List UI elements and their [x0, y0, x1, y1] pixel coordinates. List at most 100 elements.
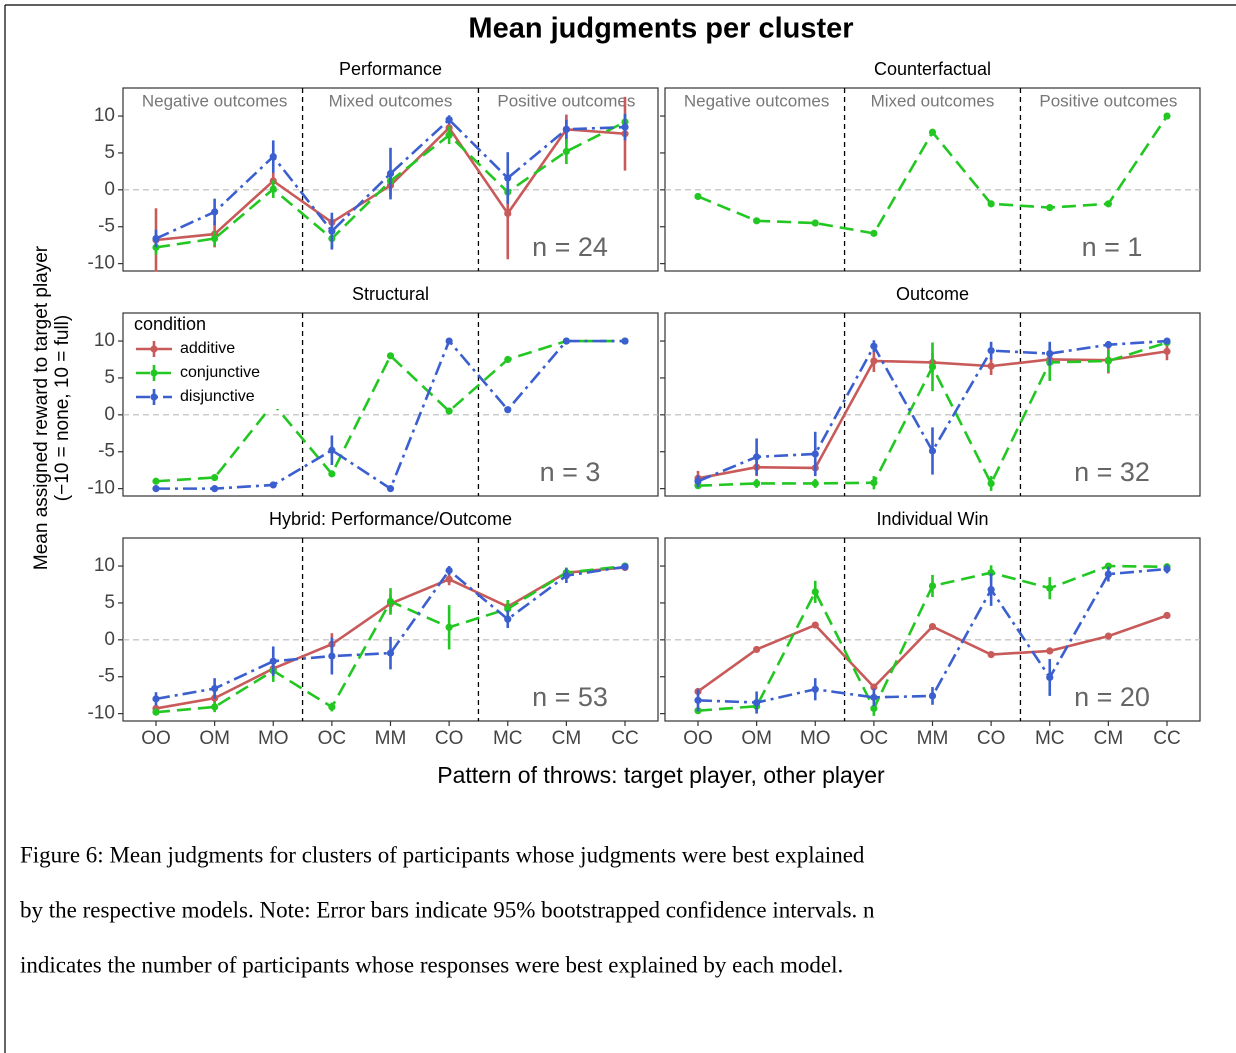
x-tick-label: CC — [611, 728, 638, 749]
section-label: Mixed outcomes — [871, 91, 995, 110]
x-tick-label: OM — [741, 728, 772, 749]
point — [386, 485, 395, 493]
point — [694, 477, 702, 485]
panel-title: Individual Win — [876, 509, 988, 529]
n-label: n = 20 — [1074, 682, 1150, 712]
y-tick-label: 5 — [104, 592, 115, 613]
point — [1104, 570, 1112, 578]
caption-line: indicates the number of participants who… — [20, 952, 843, 977]
point — [694, 696, 702, 704]
point — [1104, 632, 1112, 640]
y-tick-label: 0 — [104, 629, 115, 650]
point — [987, 200, 995, 208]
panel-title: Hybrid: Performance/Outcome — [269, 509, 512, 529]
point — [928, 582, 937, 590]
x-tick-label: CC — [1153, 728, 1180, 749]
point — [328, 652, 336, 660]
y-tick-label: 0 — [104, 404, 115, 425]
y-tick-label: -10 — [88, 253, 115, 274]
panel-title: Performance — [339, 59, 442, 79]
x-tick-label: OO — [683, 728, 713, 749]
point — [386, 169, 395, 178]
point — [928, 363, 937, 371]
point — [152, 485, 160, 493]
point — [621, 337, 629, 345]
point — [987, 347, 995, 355]
point — [1163, 337, 1171, 345]
series-line — [155, 339, 625, 483]
point — [1163, 611, 1171, 620]
x-axis-label: Pattern of throws: target player, other … — [437, 762, 885, 788]
point — [445, 337, 453, 345]
x-tick-label: MC — [1035, 728, 1065, 749]
point — [328, 703, 336, 711]
x-tick-label: MM — [917, 728, 949, 749]
point — [445, 131, 453, 139]
y-tick-label: -10 — [88, 478, 115, 499]
point — [928, 447, 937, 455]
n-label: n = 1 — [1082, 232, 1143, 262]
x-tick-label: MC — [493, 728, 523, 749]
point — [870, 342, 878, 350]
point — [870, 683, 878, 691]
point — [269, 153, 277, 161]
point — [386, 352, 395, 360]
point — [152, 477, 160, 485]
point — [445, 623, 453, 631]
section-label: Positive outcomes — [1039, 91, 1177, 110]
point — [987, 362, 995, 370]
point — [504, 174, 512, 182]
y-tick-label: -5 — [98, 441, 115, 462]
point — [987, 479, 995, 488]
point — [152, 695, 160, 703]
legend-label: additive — [180, 340, 235, 357]
point — [928, 622, 937, 631]
panel-title: Counterfactual — [874, 59, 991, 79]
point — [328, 470, 336, 478]
point — [987, 650, 995, 659]
point — [504, 615, 512, 623]
n-label: n = 3 — [540, 457, 601, 487]
x-tick-label: MO — [258, 728, 289, 749]
point — [386, 649, 395, 657]
point — [269, 657, 277, 665]
y-tick-label: 10 — [94, 105, 115, 126]
point — [1046, 584, 1054, 592]
series-line — [155, 565, 626, 701]
point — [269, 185, 277, 193]
point — [445, 116, 453, 124]
point — [811, 479, 819, 488]
point — [504, 605, 512, 613]
x-tick-label: OC — [860, 728, 889, 749]
x-tick-label: MO — [800, 728, 831, 749]
point — [211, 234, 219, 243]
y-tick-label: -5 — [98, 666, 115, 687]
point — [987, 569, 995, 577]
point — [504, 209, 512, 218]
x-tick-label: CO — [977, 728, 1006, 749]
legend-label: disjunctive — [180, 388, 255, 405]
legend-title: condition — [134, 314, 206, 334]
point — [562, 147, 570, 156]
point — [1104, 200, 1112, 208]
point — [269, 481, 277, 489]
y-axis-label: (−10 = none, 10 = full) — [52, 315, 73, 501]
point — [753, 698, 761, 707]
y-tick-label: -10 — [88, 703, 115, 724]
point — [928, 692, 937, 700]
point — [811, 219, 819, 227]
point — [928, 128, 937, 136]
point — [211, 473, 219, 482]
point — [1046, 647, 1054, 655]
x-tick-label: OM — [199, 728, 230, 749]
point — [1046, 349, 1054, 358]
legend-box — [128, 315, 298, 409]
point — [562, 125, 570, 133]
point — [811, 450, 819, 458]
point — [504, 355, 512, 364]
point — [1163, 565, 1171, 573]
point — [328, 446, 336, 454]
y-axis-label: Mean assigned reward to target player — [31, 245, 52, 570]
y-tick-label: 5 — [104, 142, 115, 163]
